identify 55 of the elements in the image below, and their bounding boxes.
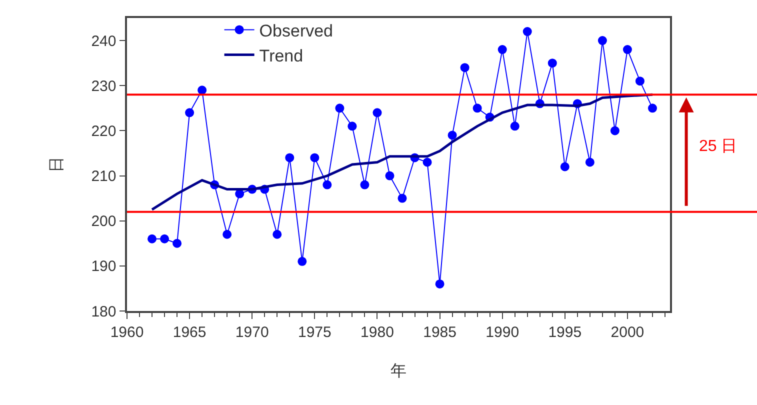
point <box>648 104 657 113</box>
x-tick-label: 2000 <box>610 324 644 341</box>
point <box>185 108 194 118</box>
text: 25 日 <box>699 138 738 155</box>
point <box>272 230 282 239</box>
x-tick-label: 1980 <box>360 324 394 341</box>
y-tick-label: 240 <box>91 32 116 50</box>
y-tick-label: 190 <box>91 258 116 276</box>
y-axis-title: 日 <box>48 156 66 172</box>
point <box>385 171 394 180</box>
x-axis-title: 年 <box>390 362 406 380</box>
point <box>398 194 407 203</box>
point <box>285 153 294 162</box>
point <box>522 27 532 36</box>
point <box>472 104 482 113</box>
point <box>148 234 157 244</box>
y-tick-label: 180 <box>91 303 116 320</box>
point <box>635 76 644 86</box>
point <box>372 108 382 118</box>
point <box>560 162 570 172</box>
x-tick-label: 1970 <box>235 324 269 341</box>
y-tick-label: 230 <box>91 78 116 95</box>
point <box>610 126 620 136</box>
point <box>335 104 344 113</box>
point <box>622 45 632 54</box>
x-tick-label: 1975 <box>298 324 332 341</box>
point <box>448 130 457 140</box>
point <box>322 180 332 190</box>
point <box>585 158 594 167</box>
point <box>460 63 470 72</box>
line-series <box>150 93 654 211</box>
point <box>422 158 432 167</box>
point <box>510 122 520 131</box>
y-tick-label: 210 <box>91 168 116 186</box>
point <box>222 230 232 239</box>
point <box>348 122 357 131</box>
point <box>360 180 370 190</box>
point <box>298 256 307 266</box>
point <box>498 45 507 54</box>
point <box>548 58 557 68</box>
x-tick-label: 1965 <box>172 324 206 341</box>
point <box>198 86 207 95</box>
y-tick-label: 200 <box>91 213 116 230</box>
point <box>160 234 170 244</box>
point <box>310 153 320 162</box>
y-tick-label: 220 <box>91 122 116 140</box>
point <box>172 238 182 248</box>
point <box>598 36 607 46</box>
legend-label: Trend <box>259 46 304 66</box>
x-tick-label: 1995 <box>548 324 582 341</box>
point <box>435 279 444 288</box>
x-tick-label: 1960 <box>110 324 144 341</box>
legend-label: Observed <box>259 21 334 40</box>
x-tick-label: 1985 <box>423 324 456 341</box>
x-tick-label: 1990 <box>486 324 520 341</box>
